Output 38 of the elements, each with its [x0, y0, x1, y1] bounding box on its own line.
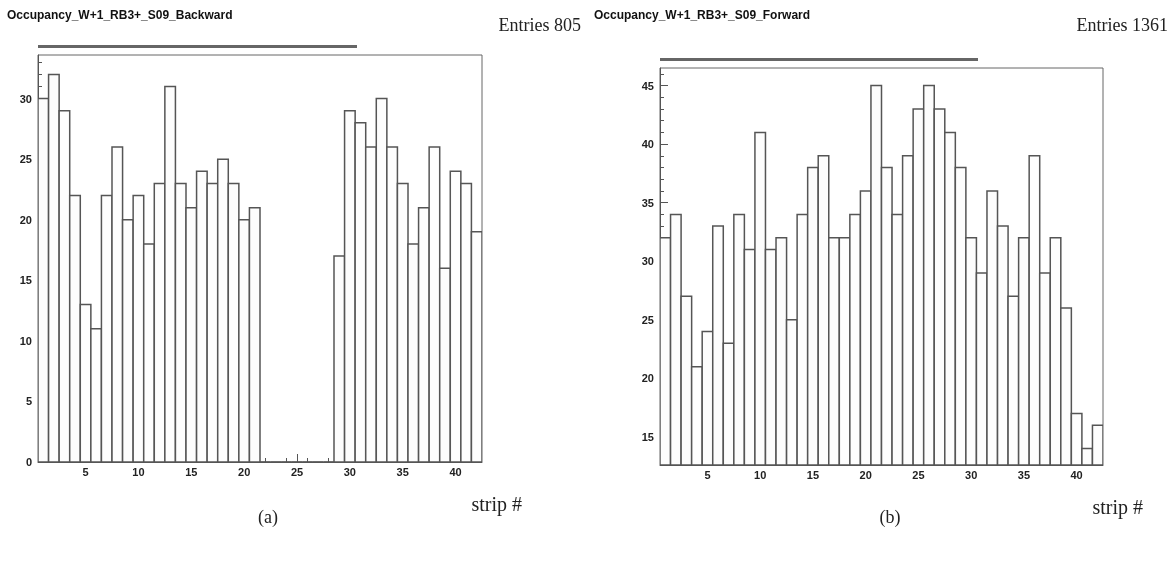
x-tick-label: 35 [1017, 468, 1031, 481]
x-axis-title: strip # [1092, 496, 1144, 519]
y-tick-label: 20 [19, 213, 32, 226]
x-tick-label: 25 [290, 465, 304, 478]
y-tick-label: 25 [641, 313, 654, 326]
text: Entries 1361 [1076, 15, 1169, 35]
x-tick-label: 40 [449, 465, 462, 478]
chart-title: Occupancy_W+1_RB3+_S09_Forward [594, 8, 811, 22]
x-tick-label: 30 [965, 468, 978, 481]
text: Entries 805 [498, 15, 582, 35]
x-tick-label: 30 [343, 465, 356, 478]
y-tick-label: 5 [25, 395, 32, 408]
chart-title: Occupancy_W+1_RB3+_S09_Backward [7, 8, 233, 22]
text: (b) [879, 507, 901, 528]
y-tick-label: 25 [19, 153, 32, 166]
y-tick-label: 20 [641, 372, 654, 385]
y-tick-label: 35 [641, 196, 654, 209]
x-tick-label: 20 [859, 468, 872, 481]
x-tick-label: 5 [704, 468, 711, 481]
y-tick-label: 0 [25, 456, 32, 468]
x-tick-label: 10 [754, 468, 767, 481]
x-tick-label: 25 [912, 468, 925, 481]
x-axis-title: strip # [471, 493, 523, 516]
y-tick-label: 45 [641, 79, 654, 92]
y-tick-label: 15 [19, 274, 32, 287]
x-tick-label: 15 [806, 468, 820, 481]
x-tick-label: 15 [185, 465, 198, 478]
x-tick-label: 10 [132, 465, 145, 478]
y-tick-label: 40 [641, 138, 654, 151]
y-tick-label: 30 [641, 255, 654, 268]
x-tick-label: 40 [1070, 468, 1083, 481]
x-tick-label: 5 [82, 465, 89, 478]
y-tick-label: 30 [19, 92, 32, 105]
x-tick-label: 20 [238, 465, 251, 478]
y-tick-label: 15 [641, 430, 654, 443]
y-tick-label: 10 [19, 334, 32, 347]
x-tick-label: 35 [396, 465, 409, 478]
text: (a) [258, 507, 278, 528]
